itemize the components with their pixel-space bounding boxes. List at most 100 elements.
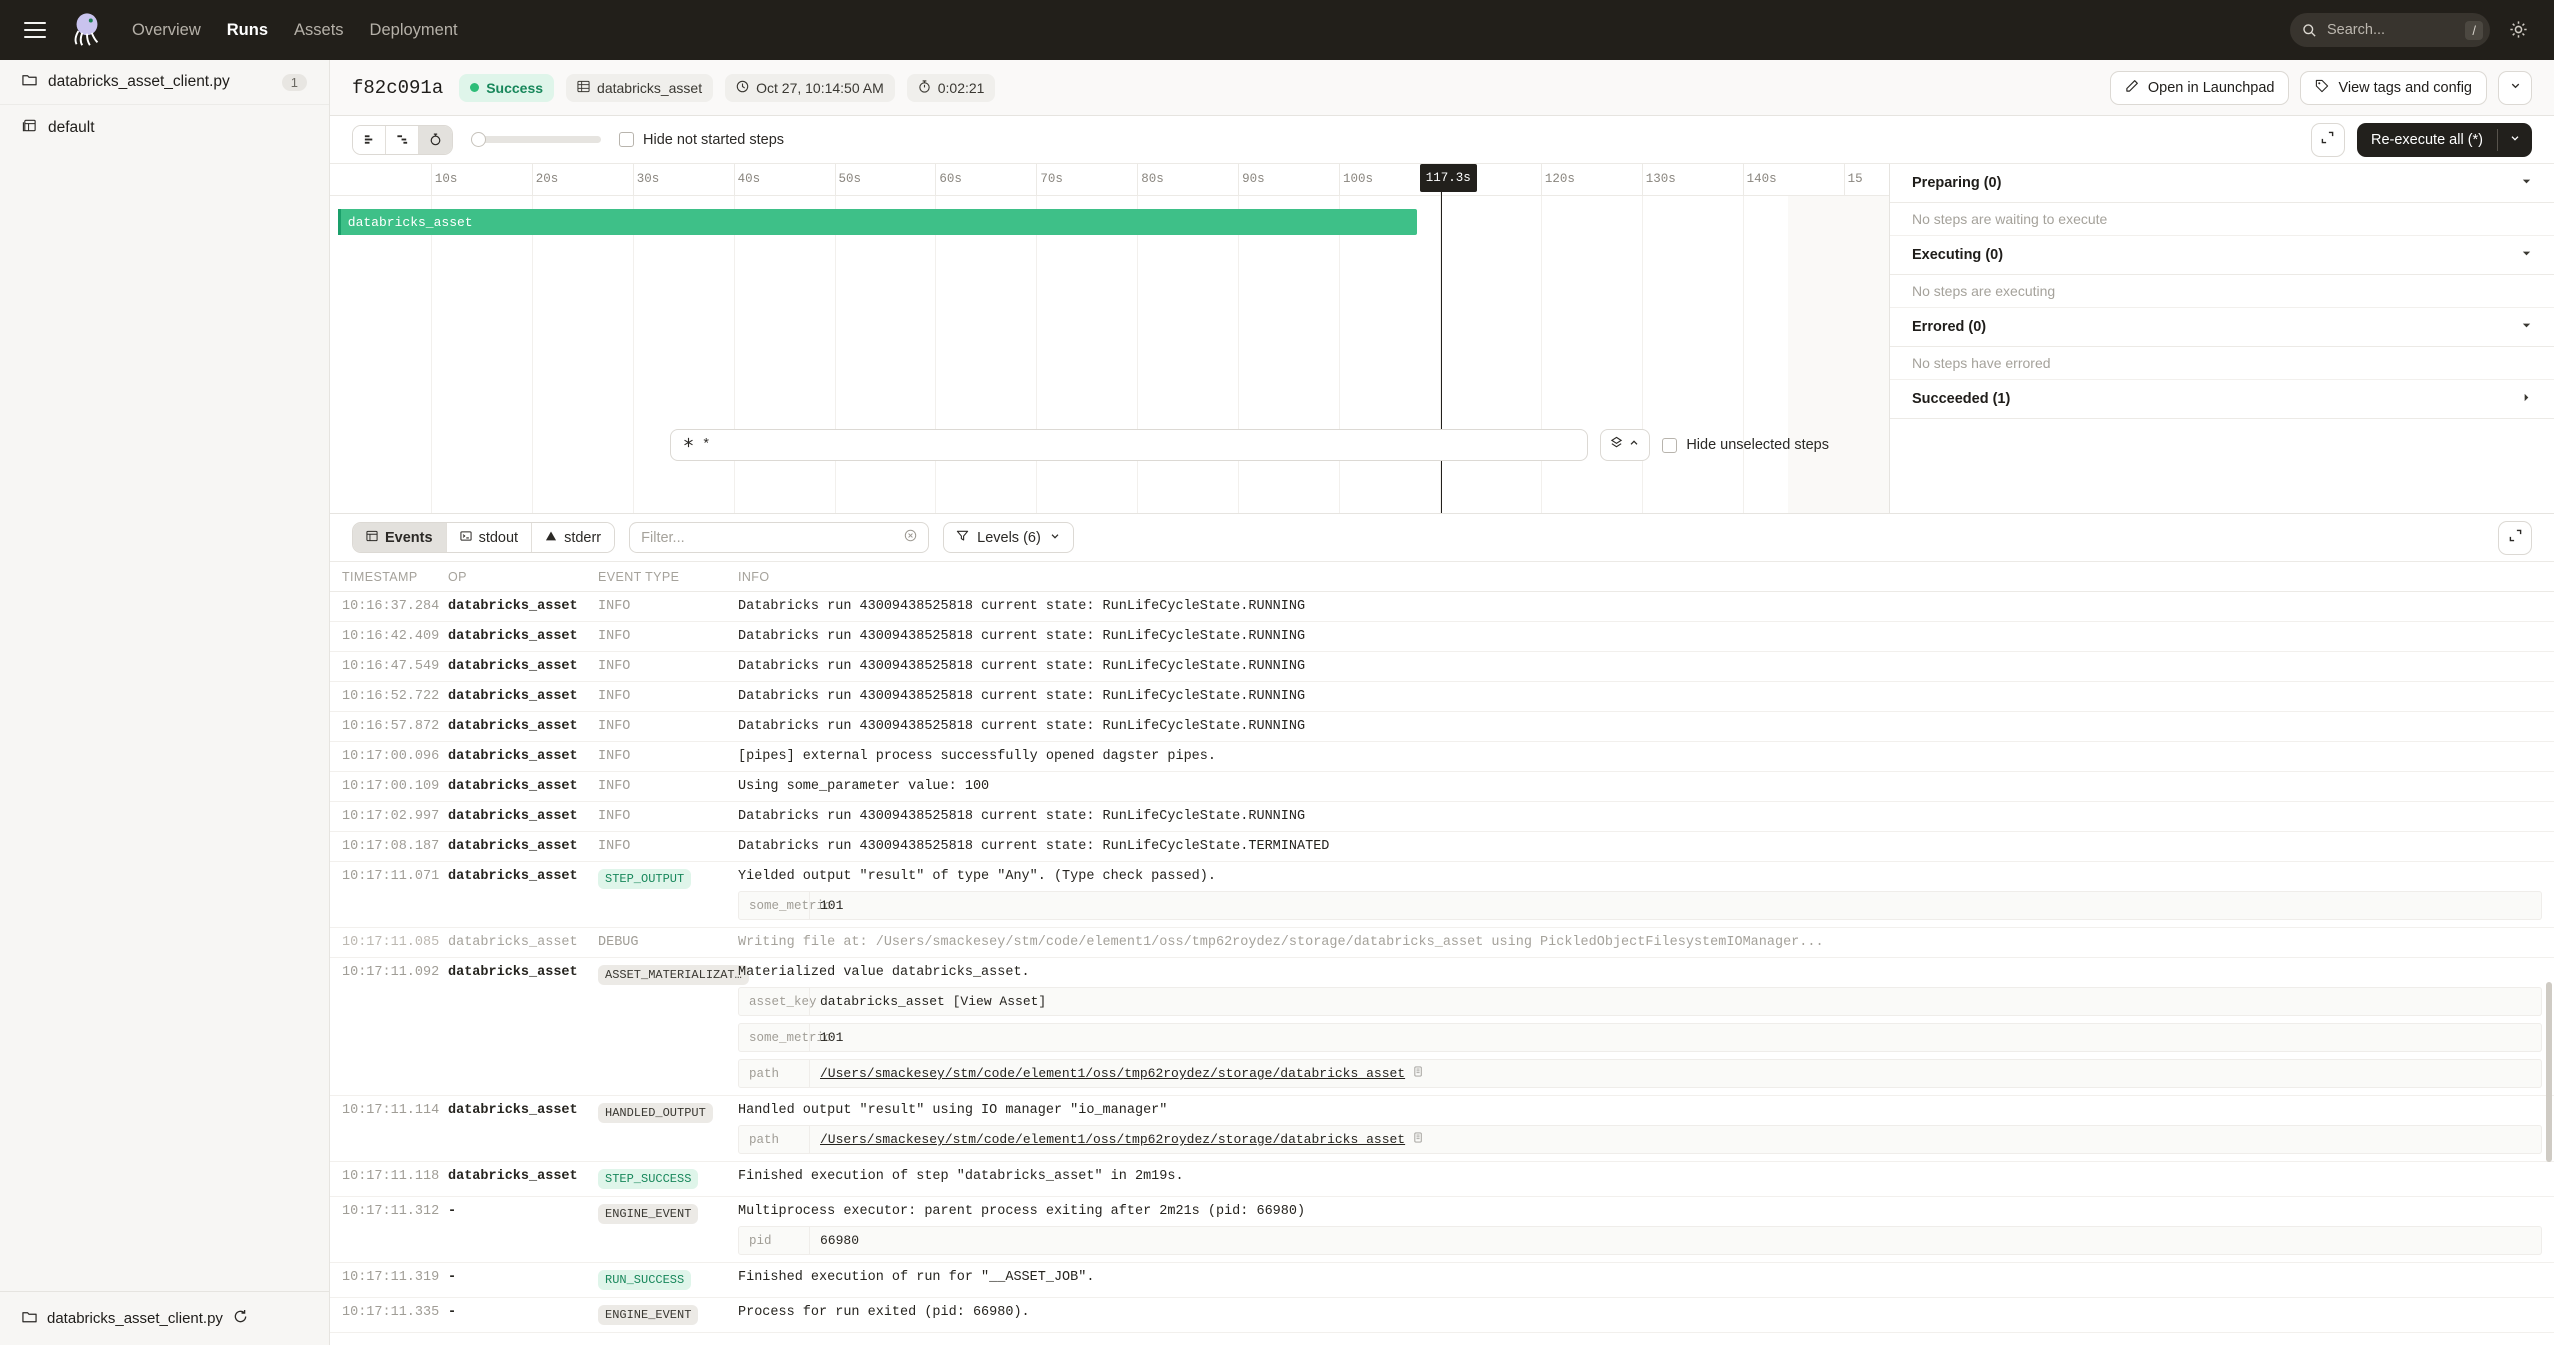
log-metadata-link[interactable]: /Users/smackesey/stm/code/element1/oss/t… xyxy=(820,1066,1406,1081)
gantt-tick-label: 10s xyxy=(434,172,458,186)
gantt-view-timed-button[interactable] xyxy=(419,125,452,154)
status-section-header[interactable]: Succeeded (1) xyxy=(1890,380,2554,419)
status-section-empty-message: No steps have errored xyxy=(1890,347,2554,380)
step-status-panel: Preparing (0) No steps are waiting to exe… xyxy=(1890,164,2554,513)
chevron-down-icon[interactable] xyxy=(2521,247,2532,263)
gantt-step-query-input[interactable]: * xyxy=(670,429,1589,461)
filter-icon xyxy=(956,529,969,546)
log-row[interactable]: 10:16:42.409 databricks_asset INFO Databric… xyxy=(330,622,2554,652)
gantt-toolbar-right: Re-execute all (*) xyxy=(2310,122,2532,157)
log-metadata-key: some_metric xyxy=(749,1030,832,1045)
log-row[interactable]: 10:16:52.722 databricks_asset INFO Databric… xyxy=(330,682,2554,712)
log-row[interactable]: 10:17:11.319- RUN_SUCCESS Finished executi… xyxy=(330,1263,2554,1298)
hide-not-started-steps-checkbox[interactable]: Hide not started steps xyxy=(619,132,784,148)
log-info-message: Databricks run 43009438525818 current st… xyxy=(738,839,1330,854)
chevron-right-icon[interactable] xyxy=(2521,391,2532,407)
gantt-zoom-slider[interactable] xyxy=(471,132,601,147)
copy-icon[interactable] xyxy=(1413,1066,1424,1081)
open-in-launchpad-button[interactable]: Open in Launchpad xyxy=(2109,70,2290,105)
re-execute-all-button[interactable]: Re-execute all (*) xyxy=(2356,122,2532,157)
status-section-header[interactable]: Preparing (0) xyxy=(1890,164,2554,203)
slider-knob[interactable] xyxy=(471,132,486,147)
status-section-header[interactable]: Executing (0) xyxy=(1890,236,2554,275)
status-section-header[interactable]: Errored (0) xyxy=(1890,308,2554,347)
log-row[interactable]: 10:16:47.549 databricks_asset INFO Databric… xyxy=(330,652,2554,682)
log-row[interactable]: 10:17:08.187 databricks_asset INFO Databric… xyxy=(330,832,2554,862)
log-row[interactable]: 10:17:00.109 databricks_asset INFO Using so… xyxy=(330,772,2554,802)
reload-icon[interactable] xyxy=(233,1309,248,1328)
log-op: databricks_asset xyxy=(448,1169,578,1184)
gear-icon[interactable] xyxy=(2508,19,2530,41)
chevron-down-icon[interactable] xyxy=(2521,319,2532,335)
log-info: Databricks run 43009438525818 current st… xyxy=(738,592,2554,621)
log-metadata-key: path xyxy=(749,1132,780,1147)
log-op: - xyxy=(448,1305,457,1320)
view-tags-and-config-button[interactable]: View tags and config xyxy=(2300,70,2487,105)
nav-link-overview[interactable]: Overview xyxy=(132,20,201,39)
folder-icon xyxy=(22,1310,37,1328)
log-row[interactable]: 10:17:11.085 databricks_asset DEBUG Writing… xyxy=(330,928,2554,958)
dagster-octopus-logo[interactable] xyxy=(68,11,106,49)
log-row[interactable]: 10:17:02.997 databricks_asset INFO Databric… xyxy=(330,802,2554,832)
tab-stdout[interactable]: stdout xyxy=(446,523,533,552)
sidebar-item-default[interactable]: default xyxy=(0,105,329,150)
hamburger-menu-icon[interactable] xyxy=(24,22,46,38)
logs-filter-input[interactable]: Filter... xyxy=(629,522,930,553)
logs-scrollbar[interactable] xyxy=(2546,982,2552,1162)
logs-table[interactable]: TIMESTAMP OP EVENT TYPE INFO 10:16:37.28… xyxy=(330,562,2554,1345)
log-row[interactable]: 10:16:37.284 databricks_asset INFO Databric… xyxy=(330,592,2554,622)
gantt-chart[interactable]: 10s20s30s40s50s60s70s80s90s100s110s120s1… xyxy=(330,164,1890,513)
log-info-message: Yielded output "result" of type "Any". (… xyxy=(738,869,1216,884)
tab-events[interactable]: Events xyxy=(353,523,447,552)
log-metadata-link[interactable]: /Users/smackesey/stm/code/element1/oss/t… xyxy=(820,1132,1406,1147)
copy-icon[interactable] xyxy=(1413,1132,1424,1147)
nav-link-assets[interactable]: Assets xyxy=(294,20,344,39)
logs-levels-button[interactable]: Levels (6) xyxy=(943,522,1074,553)
global-search-input[interactable]: Search... / xyxy=(2290,13,2490,47)
expand-logs-button[interactable] xyxy=(2498,520,2532,555)
gantt-view-waterfall-button[interactable] xyxy=(386,125,419,154)
pencil-icon xyxy=(2125,79,2139,97)
gantt-out-of-range-shade xyxy=(1787,196,1889,513)
event-type-badge: RUN_SUCCESS xyxy=(598,1270,692,1290)
gantt-step-bar[interactable]: databricks_asset xyxy=(337,209,1417,235)
log-timestamp: 10:17:00.096 xyxy=(342,749,440,764)
tab-stderr[interactable]: stderr xyxy=(532,523,615,552)
status-section-title: Succeeded (1) xyxy=(1912,391,2011,407)
gantt-tick-label: 40s xyxy=(737,172,761,186)
sidebar-footer-code-location[interactable]: databricks_asset_client.py xyxy=(0,1291,329,1345)
clear-circle-icon[interactable] xyxy=(904,529,917,546)
checkbox-box[interactable] xyxy=(619,132,634,147)
log-row[interactable]: 10:16:57.872 databricks_asset INFO Databric… xyxy=(330,712,2554,742)
gantt-step-bar-label: databricks_asset xyxy=(347,214,473,230)
log-row[interactable]: 10:17:11.312- ENGINE_EVENT Multiprocess ex… xyxy=(330,1197,2554,1263)
nav-link-deployment[interactable]: Deployment xyxy=(369,20,458,39)
started-at-label: Oct 27, 10:14:50 AM xyxy=(756,79,884,96)
chevron-down-icon[interactable] xyxy=(2521,175,2532,191)
log-row[interactable]: 10:17:11.092 databricks_asset ASSET_MATERI… xyxy=(330,958,2554,1096)
gantt-view-flat-button[interactable] xyxy=(353,125,386,154)
log-row[interactable]: 10:17:11.118 databricks_asset STEP_SUCCESS… xyxy=(330,1162,2554,1197)
gantt-tick-label: 70s xyxy=(1040,172,1063,186)
gantt-layers-button[interactable] xyxy=(1600,429,1651,461)
log-row[interactable]: 10:17:11.071 databricks_asset STEP_OUTPUT Y… xyxy=(330,862,2554,928)
log-row[interactable]: 10:17:11.114 databricks_asset HANDLED_OUTP… xyxy=(330,1096,2554,1162)
chevron-down-icon[interactable] xyxy=(2498,132,2532,148)
event-type-badge: ENGINE_EVENT xyxy=(598,1305,699,1325)
sidebar-item-code-location[interactable]: databricks_asset_client.py 1 xyxy=(0,60,329,105)
hide-unselected-steps-checkbox[interactable]: Hide unselected steps xyxy=(1662,437,1829,453)
checkbox-box[interactable] xyxy=(1662,437,1678,453)
job-chip[interactable]: databricks_asset xyxy=(566,73,714,102)
run-more-actions-button[interactable] xyxy=(2498,70,2532,105)
view-tags-and-config-label: View tags and config xyxy=(2338,79,2472,96)
log-row[interactable]: 10:17:00.096 databricks_asset INFO [pipes] … xyxy=(330,742,2554,772)
gantt-view-mode-group xyxy=(352,124,453,155)
log-info-message: Finished execution of run for "__ASSET_J… xyxy=(738,1270,1095,1285)
gantt-tick-label: 15 xyxy=(1847,172,1863,186)
log-info: Writing file at: /Users/smackesey/stm/co… xyxy=(738,928,2554,957)
log-row[interactable]: 10:17:11.335- ENGINE_EVENT Process for run… xyxy=(330,1298,2554,1333)
nav-link-runs[interactable]: Runs xyxy=(226,20,269,39)
logs-toolbar: Events stdout stderr xyxy=(330,514,2554,562)
open-in-launchpad-label: Open in Launchpad xyxy=(2147,79,2275,96)
expand-gantt-button[interactable] xyxy=(2310,122,2345,157)
